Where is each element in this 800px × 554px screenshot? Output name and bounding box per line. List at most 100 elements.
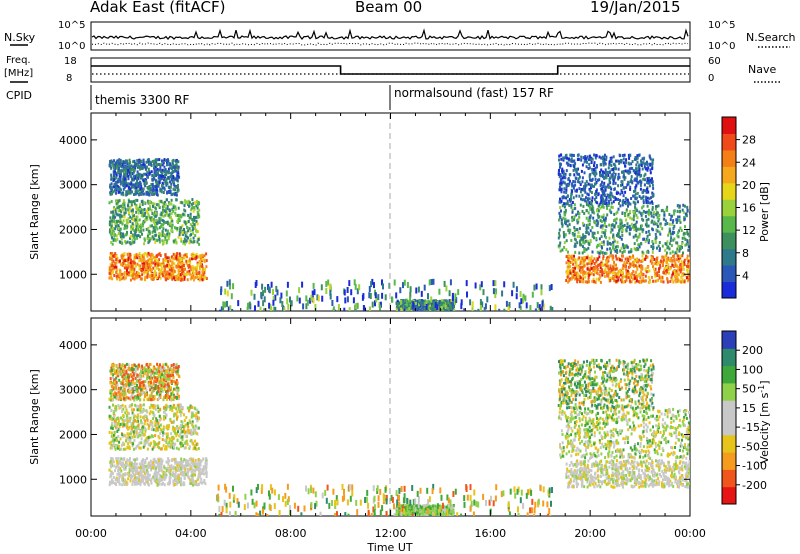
data-cell: [114, 170, 116, 174]
data-cell: [117, 227, 120, 230]
data-cell: [368, 286, 371, 292]
data-cell: [589, 269, 591, 273]
data-cell: [640, 268, 643, 272]
data-cell: [162, 227, 165, 231]
data-cell: [479, 305, 482, 311]
data-cell: [199, 258, 202, 262]
data-cell: [619, 235, 622, 239]
data-cell: [430, 296, 433, 303]
data-cell: [174, 205, 177, 209]
data-cell: [589, 258, 592, 262]
data-cell: [655, 279, 658, 283]
data-cell: [565, 219, 568, 223]
data-cell: [122, 160, 125, 164]
data-cell: [196, 210, 199, 214]
data-cell: [154, 165, 157, 169]
data-cell: [115, 212, 118, 216]
data-cell: [109, 186, 112, 190]
data-cell: [167, 222, 169, 226]
data-cell: [620, 258, 623, 262]
data-cell: [650, 261, 653, 265]
data-cell: [126, 264, 129, 268]
data-cell: [603, 270, 606, 274]
data-cell: [187, 219, 190, 223]
data-cell: [584, 275, 587, 279]
data-cell: [177, 171, 180, 175]
data-cell: [593, 211, 596, 215]
data-cell: [686, 268, 689, 272]
data-cell: [649, 259, 652, 263]
data-cell: [152, 261, 155, 265]
data-cell: [666, 277, 669, 281]
data-cell: [627, 272, 630, 276]
data-cell: [124, 166, 127, 170]
data-cell: [188, 201, 191, 205]
data-cell: [599, 219, 602, 223]
data-cell: [127, 202, 130, 206]
data-cell: [178, 263, 181, 267]
data-cell: [585, 165, 588, 169]
data-cell: [138, 230, 141, 234]
data-cell: [650, 275, 653, 279]
noise-panel-frame: [90, 21, 691, 51]
data-cell: [147, 226, 150, 230]
data-cell: [124, 233, 127, 237]
data-cell: [337, 304, 340, 311]
data-cell: [137, 193, 140, 196]
data-cell: [460, 299, 463, 306]
data-cell: [614, 245, 617, 249]
data-cell: [151, 202, 154, 205]
data-cell: [598, 262, 601, 266]
data-cell: [132, 178, 135, 182]
data-cell: [602, 255, 605, 258]
data-cell: [123, 172, 126, 176]
data-cell: [673, 270, 676, 274]
data-cell: [674, 263, 677, 267]
data-cell: [658, 249, 661, 252]
data-cell: [562, 158, 565, 162]
data-cell: [168, 213, 171, 217]
data-cell: [671, 230, 674, 234]
data-cell: [646, 196, 649, 200]
data-cell: [117, 219, 120, 223]
data-cell: [325, 288, 328, 294]
data-cell: [678, 219, 681, 222]
data-cell: [637, 243, 640, 247]
data-cell: [155, 188, 158, 192]
data-cell: [568, 279, 571, 283]
data-cell: [138, 172, 141, 176]
data-cell: [618, 269, 621, 273]
data-cell: [148, 232, 151, 236]
data-cell: [628, 224, 631, 228]
data-cell: [524, 295, 527, 302]
data-cell: [560, 209, 562, 213]
data-cell: [302, 303, 305, 310]
data-cell: [571, 219, 574, 223]
data-cell: [622, 264, 625, 268]
data-cell: [110, 258, 113, 261]
data-cell: [566, 275, 569, 279]
nave-tick-bottom: 0: [708, 73, 714, 84]
data-cell: [165, 467, 168, 471]
data-cell: [114, 238, 117, 242]
data-cell: [139, 256, 142, 260]
data-cell: [110, 222, 113, 226]
data-cell: [616, 232, 619, 236]
data-cell: [629, 276, 632, 280]
data-cell: [164, 179, 167, 183]
data-cell: [624, 190, 627, 194]
data-cell: [608, 271, 611, 275]
data-cell: [627, 171, 630, 175]
data-cell: [647, 166, 650, 170]
data-cell: [419, 304, 422, 308]
data-cell: [114, 164, 117, 168]
data-cell: [114, 188, 116, 192]
data-cell: [582, 259, 585, 263]
data-cell: [170, 172, 173, 176]
data-cell: [156, 259, 159, 263]
data-cell: [154, 218, 157, 222]
data-cell: [177, 183, 179, 187]
data-cell: [192, 273, 195, 277]
data-cell: [563, 187, 566, 191]
data-cell: [586, 192, 589, 196]
